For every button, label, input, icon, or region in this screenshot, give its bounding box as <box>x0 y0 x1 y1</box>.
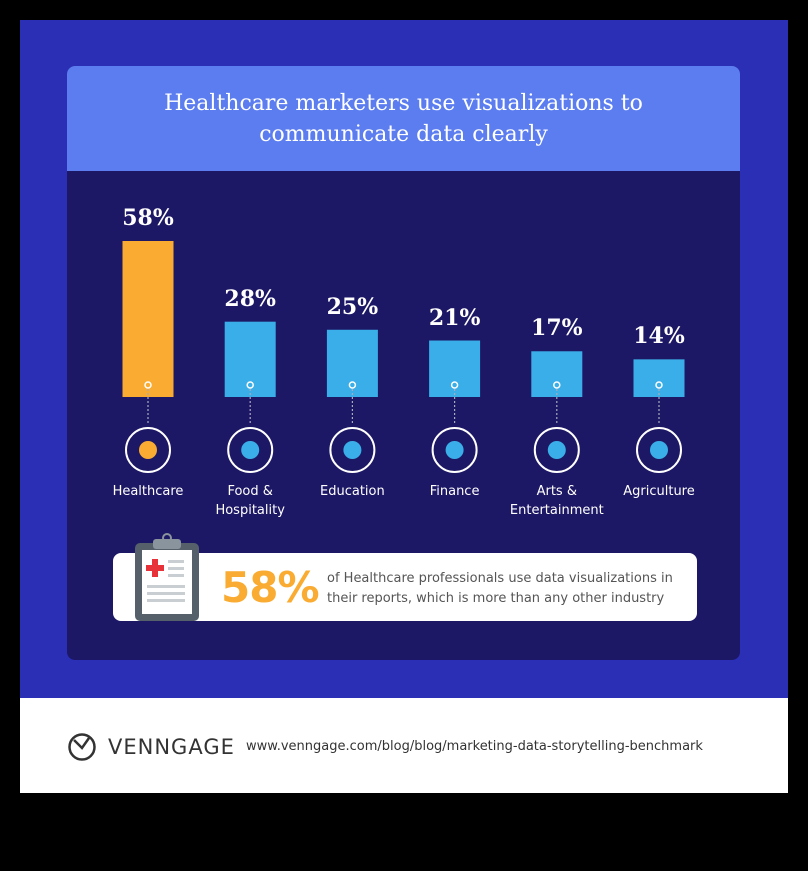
category-label: Agriculture <box>604 482 714 501</box>
value-label: 17% <box>531 315 583 342</box>
clipboard-icon <box>135 533 199 621</box>
value-label: 58% <box>122 205 174 231</box>
category-label: Healthcare <box>93 482 203 501</box>
category-label-line: Hospitality <box>215 503 285 518</box>
category-label-line: Agriculture <box>623 484 695 499</box>
category-label-line: Education <box>320 484 385 499</box>
category-label: Arts & Entertainment <box>502 482 612 520</box>
value-label: 25% <box>326 293 379 320</box>
chart-title: Healthcare marketers use visualizations … <box>164 90 643 147</box>
value-label: 21% <box>428 304 481 331</box>
callout-value: 58% <box>221 563 320 612</box>
callout-box <box>113 533 697 621</box>
category-label-line: Entertainment <box>509 503 604 518</box>
value-label: 28% <box>224 285 276 312</box>
title-header: Healthcare marketers use visualizations … <box>67 66 740 171</box>
category-label: Education <box>297 482 407 501</box>
category-label-line: Healthcare <box>112 484 184 499</box>
venngage-logo-icon <box>68 733 96 761</box>
footer <box>20 698 788 793</box>
category-label: Finance <box>400 482 510 501</box>
category-label-line: Arts & <box>536 484 577 499</box>
value-label: 14% <box>633 323 685 350</box>
category-label-line: Finance <box>429 484 480 499</box>
category-label-line: Food & <box>227 484 273 499</box>
category-label: Food & Hospitality <box>195 482 305 520</box>
callout-text: of Healthcare professionals use data vis… <box>327 571 673 606</box>
source-url[interactable]: www.venngage.com/blog/blog/marketing-dat… <box>246 739 703 754</box>
brand-name: VENNGAGE <box>108 735 235 759</box>
